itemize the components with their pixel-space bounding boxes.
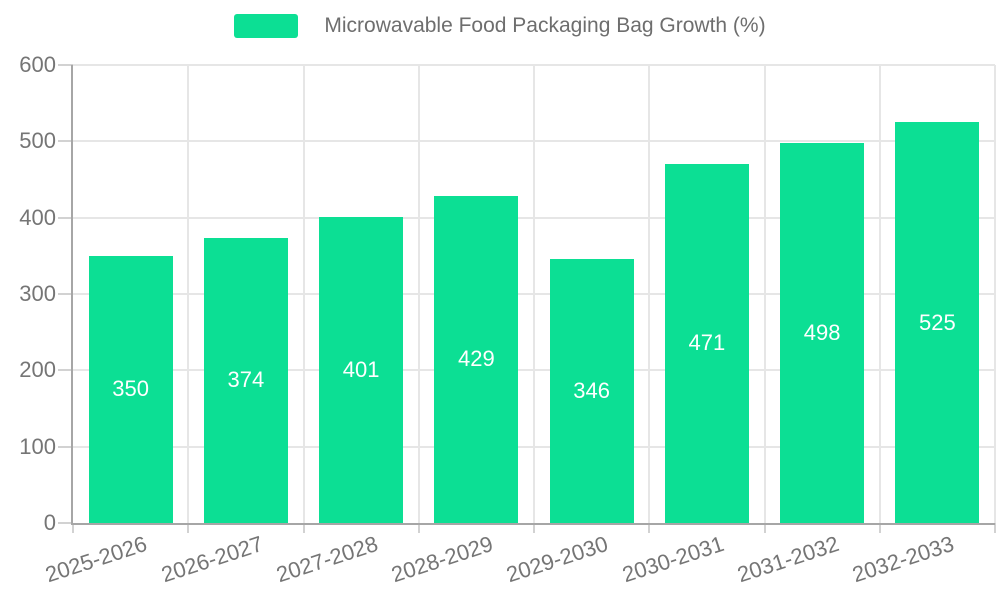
y-axis-label: 300 — [19, 281, 56, 306]
x-tick — [72, 523, 74, 533]
legend-swatch-icon — [234, 14, 299, 38]
y-tick — [58, 140, 73, 143]
y-tick — [58, 522, 73, 524]
x-tick — [533, 523, 535, 533]
bar — [434, 195, 519, 523]
bar — [549, 258, 634, 523]
x-gridline — [187, 65, 190, 523]
x-tick — [878, 523, 881, 533]
x-gridline — [763, 65, 766, 523]
y-axis-label: 0 — [43, 510, 56, 535]
bar-value-label: 498 — [803, 319, 841, 345]
x-tick — [187, 523, 190, 533]
x-tick — [648, 523, 651, 533]
y-tick — [58, 216, 73, 219]
bar-value-label: 374 — [227, 367, 265, 393]
y-tick — [58, 293, 73, 295]
y-axis-line — [71, 65, 73, 523]
x-tick — [763, 523, 766, 533]
bar-value-label: 346 — [573, 377, 610, 403]
y-axis-label: 600 — [19, 52, 56, 77]
y-axis-label: 400 — [19, 204, 56, 230]
x-gridline — [533, 65, 535, 523]
x-tick — [417, 523, 420, 533]
bar — [88, 255, 173, 523]
y-axis-label: 200 — [19, 357, 56, 383]
x-gridline — [417, 65, 420, 523]
x-axis-label: 2028-2029 — [388, 531, 497, 588]
bar — [319, 216, 404, 523]
bar-value-label: 525 — [919, 309, 956, 335]
bar-value-label: 401 — [342, 357, 380, 382]
bar-value-label: 471 — [688, 330, 726, 356]
bar — [780, 142, 865, 523]
y-tick — [58, 64, 73, 66]
x-axis-label: 2029-2030 — [503, 531, 612, 588]
x-tick — [994, 523, 996, 533]
x-axis-label: 2026-2027 — [157, 531, 266, 588]
y-tick — [58, 369, 73, 372]
x-axis-label: 2030-2031 — [618, 531, 727, 588]
y-tick — [58, 445, 73, 448]
bar — [895, 122, 980, 524]
x-axis-label: 2025-2026 — [42, 531, 151, 588]
bar-value-label: 429 — [458, 346, 495, 372]
x-axis-label: 2031-2032 — [734, 531, 842, 588]
bar — [664, 163, 749, 523]
x-gridline — [302, 65, 305, 523]
x-axis-label: 2027-2028 — [273, 531, 381, 588]
x-tick — [302, 523, 305, 533]
bar — [203, 237, 288, 523]
x-gridline — [994, 65, 996, 523]
bar-value-label: 350 — [112, 376, 149, 402]
y-axis-label: 500 — [19, 128, 56, 154]
x-axis-label: 2032-2033 — [849, 531, 958, 588]
chart-legend[interactable]: Microwavable Food Packaging Bag Growth (… — [0, 14, 1000, 38]
x-axis-line — [71, 523, 995, 525]
y-axis-label: 100 — [19, 433, 56, 459]
x-gridline — [648, 65, 651, 523]
legend-label: Microwavable Food Packaging Bag Growth (… — [324, 14, 766, 37]
x-gridline — [878, 65, 881, 523]
